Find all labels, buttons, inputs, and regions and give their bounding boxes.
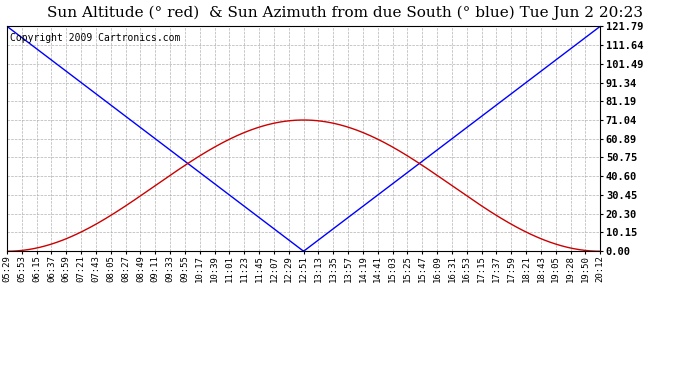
Text: Copyright 2009 Cartronics.com: Copyright 2009 Cartronics.com (10, 33, 180, 43)
Text: Sun Altitude (° red)  & Sun Azimuth from due South (° blue) Tue Jun 2 20:23: Sun Altitude (° red) & Sun Azimuth from … (47, 6, 643, 20)
